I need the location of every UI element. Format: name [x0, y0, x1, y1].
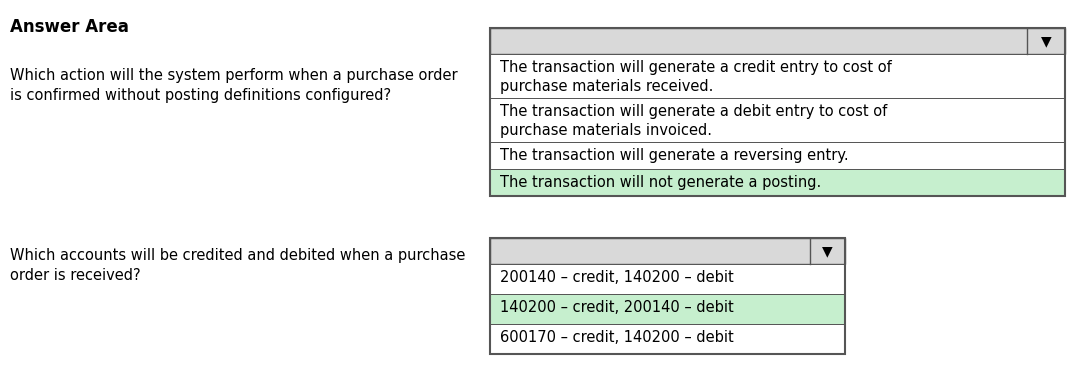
- Text: ▼: ▼: [1040, 34, 1051, 48]
- Bar: [490, 98, 1065, 142]
- Bar: [490, 324, 845, 354]
- Text: The transaction will generate a debit entry to cost of
purchase materials invoic: The transaction will generate a debit en…: [499, 104, 887, 138]
- Text: 200140 – credit, 140200 – debit: 200140 – credit, 140200 – debit: [499, 270, 734, 285]
- Text: The transaction will generate a reversing entry.: The transaction will generate a reversin…: [499, 148, 848, 163]
- Text: ▼: ▼: [822, 244, 833, 258]
- Text: 600170 – credit, 140200 – debit: 600170 – credit, 140200 – debit: [499, 330, 734, 345]
- Text: Answer Area: Answer Area: [10, 18, 129, 36]
- Text: Which action will the system perform when a purchase order
is confirmed without : Which action will the system perform whe…: [10, 68, 457, 103]
- Bar: [490, 264, 845, 294]
- Text: 140200 – credit, 200140 – debit: 140200 – credit, 200140 – debit: [499, 300, 734, 315]
- Bar: [490, 169, 1065, 196]
- Bar: [490, 142, 1065, 169]
- Bar: [490, 54, 1065, 98]
- Bar: [490, 28, 1065, 54]
- Bar: [490, 238, 845, 264]
- Bar: [490, 294, 845, 324]
- Text: Which accounts will be credited and debited when a purchase
order is received?: Which accounts will be credited and debi…: [10, 248, 466, 283]
- Text: The transaction will generate a credit entry to cost of
purchase materials recei: The transaction will generate a credit e…: [499, 60, 891, 94]
- Bar: [490, 238, 845, 354]
- Text: The transaction will not generate a posting.: The transaction will not generate a post…: [499, 175, 821, 190]
- Bar: [490, 28, 1065, 196]
